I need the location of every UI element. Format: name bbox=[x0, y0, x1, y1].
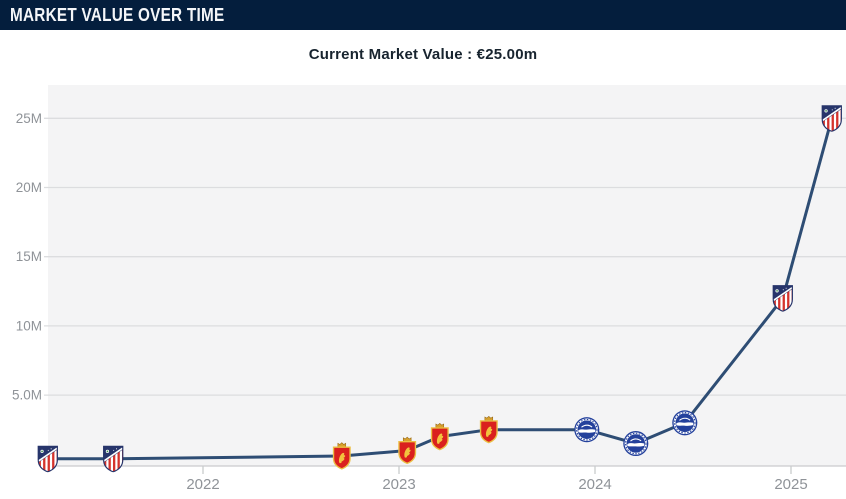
point-marker-atletico[interactable]: Atlético de Madrid — Jul 2021: €0.40m bbox=[104, 446, 125, 472]
x-tick-label: 2024 bbox=[578, 476, 611, 493]
point-marker-alaves[interactable]: Deportivo Alavés — Mar 2024: €1.50m bbox=[622, 430, 650, 457]
page-title: MARKET VALUE OVER TIME bbox=[10, 4, 225, 25]
y-tick-label: 15M bbox=[16, 249, 42, 264]
y-gridlines bbox=[44, 117, 846, 396]
point-marker-zaragoza[interactable]: Real Zaragoza — Jun 2023: €2.50m bbox=[479, 415, 498, 444]
point-marker-alaves[interactable]: Deportivo Alavés — Jun 2024: €3.00m bbox=[671, 409, 699, 437]
point-marker-zaragoza[interactable]: Real Zaragoza — Sep 2022: €0.60m bbox=[332, 441, 351, 470]
point-marker-zaragoza[interactable]: Real Zaragoza — Jan 2023: €1.00m bbox=[398, 436, 417, 465]
market-value-chart-container: 5.0M 10M 15M 20M 25M 2022 2023 2024 2025 Atlético… bbox=[0, 78, 846, 494]
x-tick-label: 2025 bbox=[774, 476, 807, 493]
y-axis-labels: 5.0M 10M 15M 20M 25M bbox=[12, 111, 42, 403]
point-marker-zaragoza[interactable]: Real Zaragoza — Mar 2023: €2.00m bbox=[430, 422, 449, 451]
point-marker-alaves[interactable]: Deportivo Alavés — Dec 2023: €2.50m bbox=[573, 416, 601, 444]
current-market-value-text: Current Market Value : €25.00m bbox=[308, 45, 538, 63]
market-value-chart: 5.0M 10M 15M 20M 25M 2022 2023 2024 2025 Atlético… bbox=[12, 85, 846, 493]
market-value-header: MARKET VALUE OVER TIME bbox=[0, 0, 846, 30]
plot-area bbox=[48, 85, 846, 466]
y-tick-label: 5.0M bbox=[12, 388, 42, 403]
current-market-value-band: Current Market Value : €25.00m bbox=[0, 30, 846, 78]
point-marker-atletico[interactable]: Atlético de Madrid — Mar 2021: €0.40m bbox=[38, 446, 59, 472]
x-axis-labels: 2022 2023 2024 2025 bbox=[186, 466, 808, 493]
x-tick-label: 2022 bbox=[186, 476, 219, 493]
y-tick-label: 10M bbox=[16, 318, 42, 333]
x-tick-label: 2023 bbox=[382, 476, 415, 493]
y-tick-label: 20M bbox=[16, 180, 42, 195]
y-tick-label: 25M bbox=[16, 111, 42, 126]
